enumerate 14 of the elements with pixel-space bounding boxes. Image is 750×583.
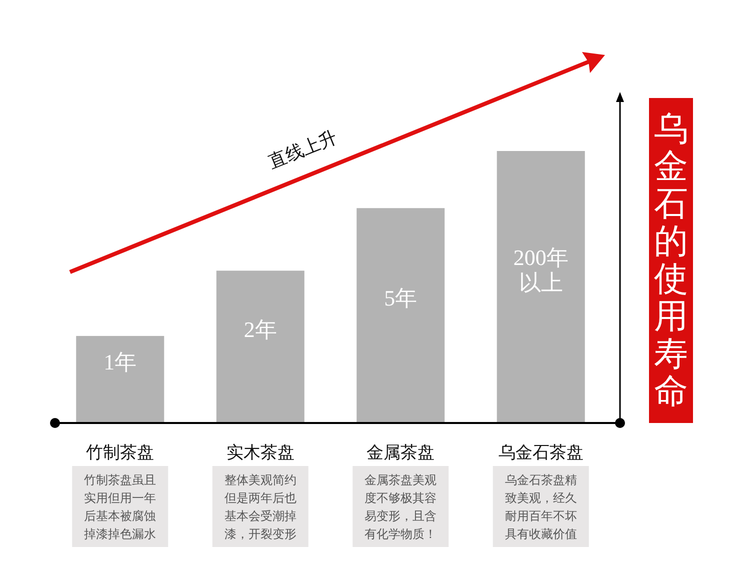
annotation: 200年以上 [513,245,568,295]
annotation: 5年 [384,286,418,311]
x-tick-label: 金属茶盘 [366,443,435,462]
annotation: 直线上升 [266,126,340,172]
annotation: 2年 [244,316,277,342]
x-tick-label: 乌金石茶盘 [498,443,584,462]
x-tick-label: 实木茶盘 [226,443,294,462]
text: 金属茶盘美观度不够极其容易变形，且含有化学物质！ [364,473,437,541]
text: 乌金石茶盘精致美观，经久耐用百年不坏具有收藏价值 [504,473,577,541]
text: 竹制茶盘虽且实用但用一年后基本被腐蚀掉漆掉色漏水 [84,473,156,541]
text: 整体美观简约但是两年后也基本会受潮掉漆，开裂变形 [224,473,296,541]
annotation: 1年 [104,349,137,374]
x-tick-label: 竹制茶盘 [86,443,154,462]
text: 乌金石的使用寿命 [654,111,688,410]
